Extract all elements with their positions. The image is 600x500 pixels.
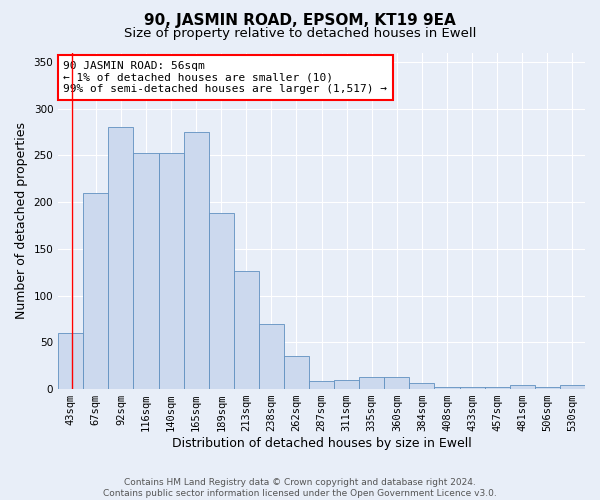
Bar [510,386,535,389]
Bar [434,387,460,389]
Bar [209,214,234,389]
Text: 90 JASMIN ROAD: 56sqm
← 1% of detached houses are smaller (10)
99% of semi-detac: 90 JASMIN ROAD: 56sqm ← 1% of detached h… [64,61,388,94]
Bar [234,272,259,389]
Bar [385,377,409,389]
Bar [535,387,560,389]
Bar [409,384,434,389]
X-axis label: Distribution of detached houses by size in Ewell: Distribution of detached houses by size … [172,437,472,450]
Y-axis label: Number of detached properties: Number of detached properties [15,122,28,320]
Bar [184,132,209,389]
Bar [485,387,510,389]
Text: 90, JASMIN ROAD, EPSOM, KT19 9EA: 90, JASMIN ROAD, EPSOM, KT19 9EA [144,12,456,28]
Bar [334,380,359,389]
Text: Contains HM Land Registry data © Crown copyright and database right 2024.
Contai: Contains HM Land Registry data © Crown c… [103,478,497,498]
Bar [158,154,184,389]
Bar [58,333,83,389]
Bar [109,128,133,389]
Text: Size of property relative to detached houses in Ewell: Size of property relative to detached ho… [124,28,476,40]
Bar [284,356,309,389]
Bar [560,386,585,389]
Bar [83,192,109,389]
Bar [460,387,485,389]
Bar [259,324,284,389]
Bar [359,377,385,389]
Bar [133,154,158,389]
Bar [309,380,334,389]
